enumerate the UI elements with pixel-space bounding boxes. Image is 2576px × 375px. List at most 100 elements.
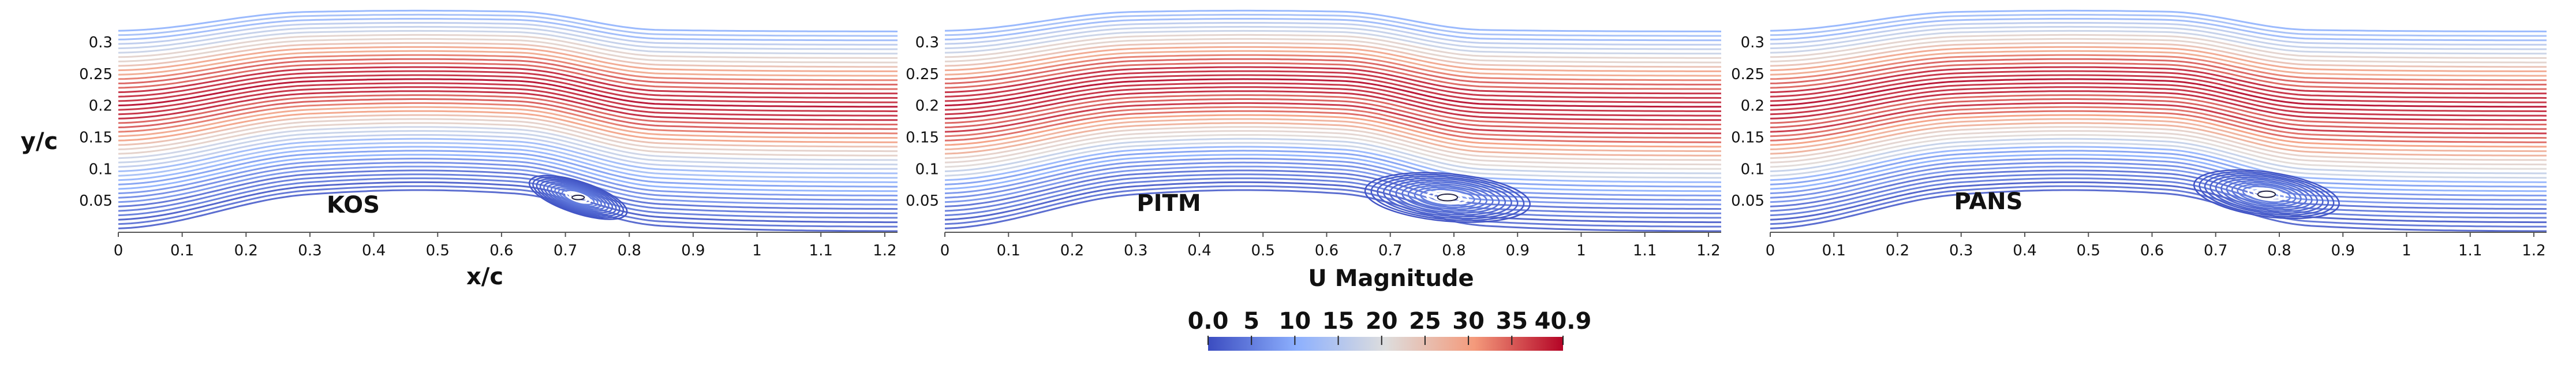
- streamline: [1770, 94, 2547, 125]
- x-tick-label: 0.6: [489, 242, 513, 259]
- streamline: [1770, 70, 2547, 99]
- vortex-ring: [1420, 188, 1475, 206]
- streamline: [944, 42, 1721, 68]
- x-tick-label: 0.8: [2267, 242, 2291, 259]
- streamline: [944, 82, 1721, 112]
- vortex-ring: [543, 181, 614, 214]
- streamline: [944, 161, 1722, 201]
- y-tick-label: 0.2: [1741, 98, 1764, 115]
- streamline: [1770, 22, 2547, 46]
- vortex-ring: [2220, 178, 2313, 210]
- streamline: [944, 102, 1721, 135]
- streamline: [118, 62, 898, 90]
- streamline: [118, 138, 898, 174]
- streamline: [1770, 86, 2547, 117]
- streamline: [944, 98, 1721, 130]
- y-tick-label: 0.3: [1741, 34, 1764, 51]
- vortex-ring: [1426, 190, 1470, 205]
- streamline: [1770, 118, 2547, 153]
- y-tick-label: 0.2: [89, 98, 113, 115]
- streamline: [118, 165, 898, 206]
- streamline: [1770, 161, 2547, 201]
- streamline: [1770, 98, 2547, 130]
- streamline: [118, 70, 898, 99]
- vortex-ring: [1370, 173, 1525, 221]
- y-tick-label: 0.15: [79, 129, 113, 146]
- colorbar-tick-label: 5: [1243, 308, 1259, 335]
- y-tick-label: 0.05: [906, 192, 939, 210]
- x-tick-label: 0.9: [681, 242, 705, 259]
- streamline: [1770, 66, 2547, 95]
- streamline: [944, 18, 1721, 42]
- streamline: [118, 94, 898, 125]
- streamline: [1770, 185, 2547, 228]
- vortex-ring: [1364, 172, 1531, 223]
- y-ticks: 0.05 0.1 0.15 0.2 0.25 0.3: [79, 34, 113, 210]
- streamline: [944, 58, 1721, 86]
- vortex-ring: [536, 178, 620, 217]
- streamline: [944, 29, 1721, 55]
- streamline: [1770, 106, 2547, 139]
- x-axis-label: x/c: [466, 263, 503, 290]
- vortex-ring: [2215, 176, 2319, 212]
- vortex-ring: [528, 174, 628, 220]
- vortex-ring: [1382, 177, 1512, 218]
- streamline: [1770, 134, 2547, 170]
- streamline: [1770, 146, 2547, 183]
- streamline: [118, 158, 898, 196]
- streamline: [944, 138, 1721, 174]
- x-tick-label: 1.1: [1633, 242, 1657, 259]
- y-tick-label: 0.2: [915, 98, 939, 115]
- colorbar-tick-label: 10: [1279, 308, 1311, 335]
- vortex-ring: [547, 183, 610, 212]
- x-tick-label: 0.9: [2331, 242, 2355, 259]
- vortex-core: [2257, 190, 2276, 198]
- vortex-ring: [1377, 176, 1519, 220]
- streamline: [1770, 114, 2547, 148]
- streamline: [118, 177, 898, 219]
- vortex-ring: [1401, 183, 1494, 212]
- streamline: [1770, 165, 2547, 206]
- colorbar-tick-label: 40.9: [1535, 308, 1592, 335]
- streamline: [944, 74, 1721, 103]
- streamline: [944, 114, 1721, 148]
- vortex-ring: [1395, 181, 1500, 214]
- vortex-ring: [550, 184, 606, 210]
- vortex-ring: [2199, 171, 2335, 218]
- x-tick-label: 0.6: [1315, 242, 1339, 259]
- streamline: [118, 74, 898, 103]
- streamline: [944, 165, 1722, 206]
- streamline: [118, 106, 898, 139]
- streamline: [1770, 102, 2547, 135]
- streamlines: [1770, 9, 2547, 232]
- x-tick-label: 0.8: [1442, 242, 1465, 259]
- vortex-ring: [1414, 187, 1482, 209]
- y-tick-label: 0.15: [1731, 129, 1764, 146]
- streamline: [944, 130, 1722, 166]
- streamline: [944, 181, 1721, 224]
- recirculation-bubble: [1364, 172, 1531, 223]
- streamline: [118, 114, 898, 148]
- streamline: [118, 90, 898, 121]
- x-ticks: 0 0.1 0.2 0.3 0.4 0.5 0.6 0.7 0.8 0.9 1 1.1 1.2: [1766, 232, 2546, 259]
- streamline: [1770, 169, 2547, 210]
- y-ticks: 0.05 0.1 0.15 0.2 0.25 0.3: [1731, 34, 1764, 210]
- streamline: [944, 62, 1721, 90]
- x-tick-label: 0.3: [1124, 242, 1147, 259]
- streamline: [118, 102, 898, 135]
- colorbar-tick-label: 30: [1452, 308, 1485, 335]
- streamline: [1770, 74, 2547, 103]
- streamline: [944, 13, 1721, 37]
- panel-kos: 0 0.1 0.2 0.3 0.4 0.5 0.6 0.7 0.8 0.9 1 1.1 1.2 0.05…: [21, 9, 898, 290]
- streamline: [1770, 50, 2547, 77]
- x-tick-label: 0.2: [234, 242, 258, 259]
- x-tick-label: 0.7: [1378, 242, 1402, 259]
- streamline: [1770, 46, 2547, 72]
- vortex-ring: [2242, 185, 2291, 203]
- vortex-ring: [1407, 185, 1488, 210]
- vortex-ring: [2193, 169, 2340, 220]
- streamline: [1770, 189, 2547, 232]
- x-tick-label: 0.4: [1187, 242, 1211, 259]
- x-tick-label: 1: [752, 242, 762, 259]
- colorbar-tick-label: 20: [1366, 308, 1398, 335]
